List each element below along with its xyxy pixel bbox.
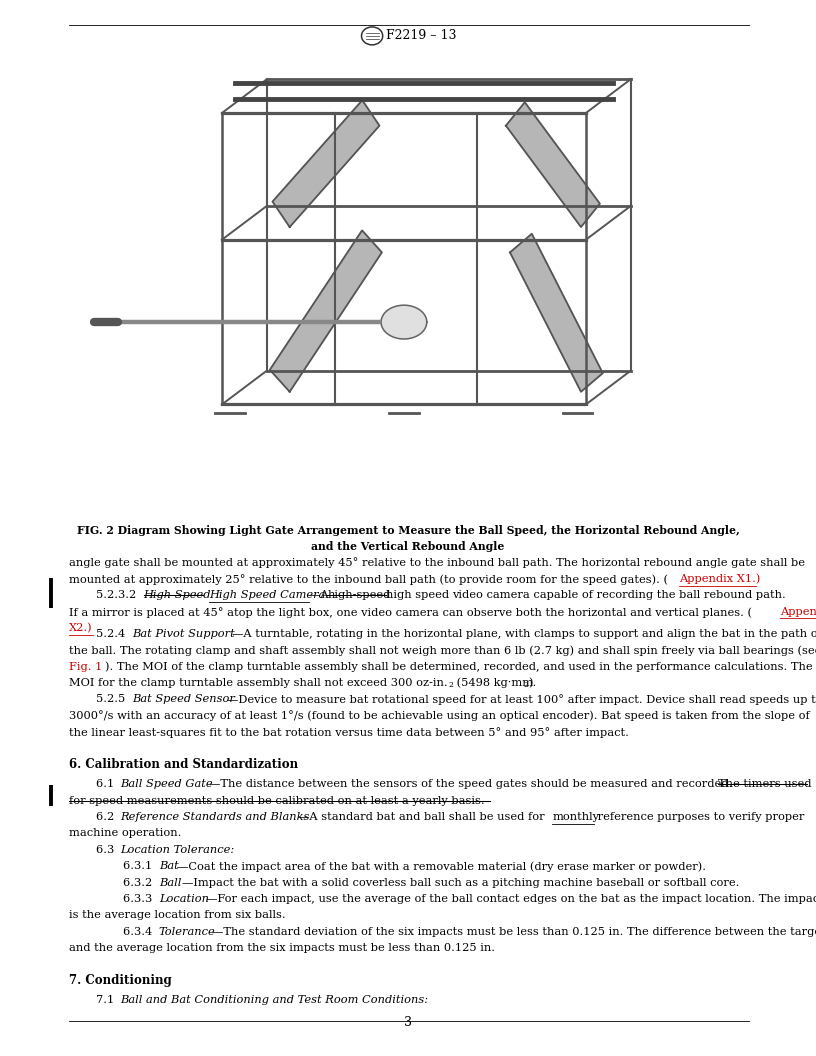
Polygon shape [273,100,379,227]
Text: Appendix X1.): Appendix X1.) [680,574,761,585]
Text: 5.2.4: 5.2.4 [96,628,129,639]
Text: Reference Standards and Blanks: Reference Standards and Blanks [120,812,309,822]
Text: —A standard bat and ball shall be used for: —A standard bat and ball shall be used f… [298,812,548,822]
Text: —Impact the bat with a solid coverless ball such as a pitching machine baseball : —Impact the bat with a solid coverless b… [183,878,740,887]
Text: —The distance between the sensors of the speed gates should be measured and reco: —The distance between the sensors of the… [209,779,736,789]
Text: —A turntable, rotating in the horizontal plane, with clamps to support and align: —A turntable, rotating in the horizontal… [233,628,816,639]
Text: mounted at approximately 25° relative to the inbound ball path (to provide room : mounted at approximately 25° relative to… [69,574,668,585]
Text: —For each impact, use the average of the ball contact edges on the bat as the im: —For each impact, use the average of the… [206,894,816,904]
Text: ). The MOI of the clamp turntable assembly shall be determined, recorded, and us: ). The MOI of the clamp turntable assemb… [105,661,813,672]
Polygon shape [270,230,382,392]
Text: X2.): X2.) [69,623,93,634]
Text: angle gate shall be mounted at approximately 45° relative to the inbound ball pa: angle gate shall be mounted at approxima… [69,558,805,568]
Text: 5.2.5: 5.2.5 [96,694,129,704]
Text: —Device to measure bat rotational speed for at least 100° after impact. Device s: —Device to measure bat rotational speed … [227,694,816,705]
Text: 6.1: 6.1 [96,779,118,789]
Text: 2: 2 [524,681,529,689]
Text: 7.1: 7.1 [96,996,118,1005]
Text: 3000°/s with an accuracy of at least 1°/s (found to be achievable using an optic: 3000°/s with an accuracy of at least 1°/… [69,711,810,721]
Text: and the average location from the six impacts must be less than 0.125 in.: and the average location from the six im… [69,943,495,953]
Text: 7. Conditioning: 7. Conditioning [69,974,172,987]
Text: Appendix: Appendix [780,606,816,617]
Text: Bat Speed Sensor: Bat Speed Sensor [132,694,235,704]
Polygon shape [510,233,603,392]
Text: reference purposes to verify proper: reference purposes to verify proper [594,812,804,822]
Text: 5.2.3.2: 5.2.3.2 [96,590,140,600]
Text: Fig. 1: Fig. 1 [69,661,103,672]
Text: video camera capable of recording the ball rebound path.: video camera capable of recording the ba… [451,590,785,600]
Text: 2: 2 [448,681,453,689]
Text: 3: 3 [404,1016,412,1029]
Text: (5498 kg·mm: (5498 kg·mm [453,678,533,689]
Text: and the Vertical Rebound Angle: and the Vertical Rebound Angle [312,541,504,552]
Text: high speed: high speed [387,590,453,600]
Text: 6.3.3: 6.3.3 [123,894,156,904]
Text: Location: Location [159,894,209,904]
Text: 6.2: 6.2 [96,812,118,822]
Text: 6.3.1: 6.3.1 [123,862,156,871]
Text: 6.3.4: 6.3.4 [123,927,156,937]
Text: Location Tolerance:: Location Tolerance: [120,845,234,854]
Text: is the average location from six balls.: is the average location from six balls. [69,910,286,920]
Text: Tolerance: Tolerance [159,927,215,937]
Text: Ball Speed Gate: Ball Speed Gate [120,779,213,789]
Text: High Speed Camera: High Speed Camera [209,590,326,600]
Text: monthly: monthly [552,812,599,822]
Text: F2219 – 13: F2219 – 13 [386,30,456,42]
Text: —A: —A [309,590,333,600]
Text: the linear least-squares fit to the bat rotation versus time data between 5° and: the linear least-squares fit to the bat … [69,727,629,738]
Text: 6.3.2: 6.3.2 [123,878,156,887]
Text: 6. Calibration and Standardization: 6. Calibration and Standardization [69,758,299,771]
Text: Bat: Bat [159,862,179,871]
Text: Ball and Bat Conditioning and Test Room Conditions:: Ball and Bat Conditioning and Test Room … [120,996,428,1005]
Text: If a mirror is placed at 45° atop the light box, one video camera can observe bo: If a mirror is placed at 45° atop the li… [69,606,752,618]
Text: Ball: Ball [159,878,181,887]
Text: FIG. 2 Diagram Showing Light Gate Arrangement to Measure the Ball Speed, the Hor: FIG. 2 Diagram Showing Light Gate Arrang… [77,525,739,535]
Polygon shape [506,102,600,227]
Text: Bat Pivot Support: Bat Pivot Support [132,628,234,639]
Polygon shape [381,305,427,339]
Text: 6.3: 6.3 [96,845,118,854]
Text: —The standard deviation of the six impacts must be less than 0.125 in. The diffe: —The standard deviation of the six impac… [212,927,816,937]
Text: for speed measurements should be calibrated on at least a yearly basis.: for speed measurements should be calibra… [69,796,485,806]
Text: the ball. The rotating clamp and shaft assembly shall not weigh more than 6 lb (: the ball. The rotating clamp and shaft a… [69,645,816,656]
Text: The timers used: The timers used [718,779,812,789]
Text: —Coat the impact area of the bat with a removable material (dry erase marker or : —Coat the impact area of the bat with a … [176,862,706,872]
Text: high-speed: high-speed [327,590,391,600]
Text: machine operation.: machine operation. [69,829,182,838]
Text: ).: ). [528,678,536,689]
Text: MOI for the clamp turntable assembly shall not exceed 300 oz-in.: MOI for the clamp turntable assembly sha… [69,678,448,687]
Text: High Speed: High Speed [144,590,211,600]
